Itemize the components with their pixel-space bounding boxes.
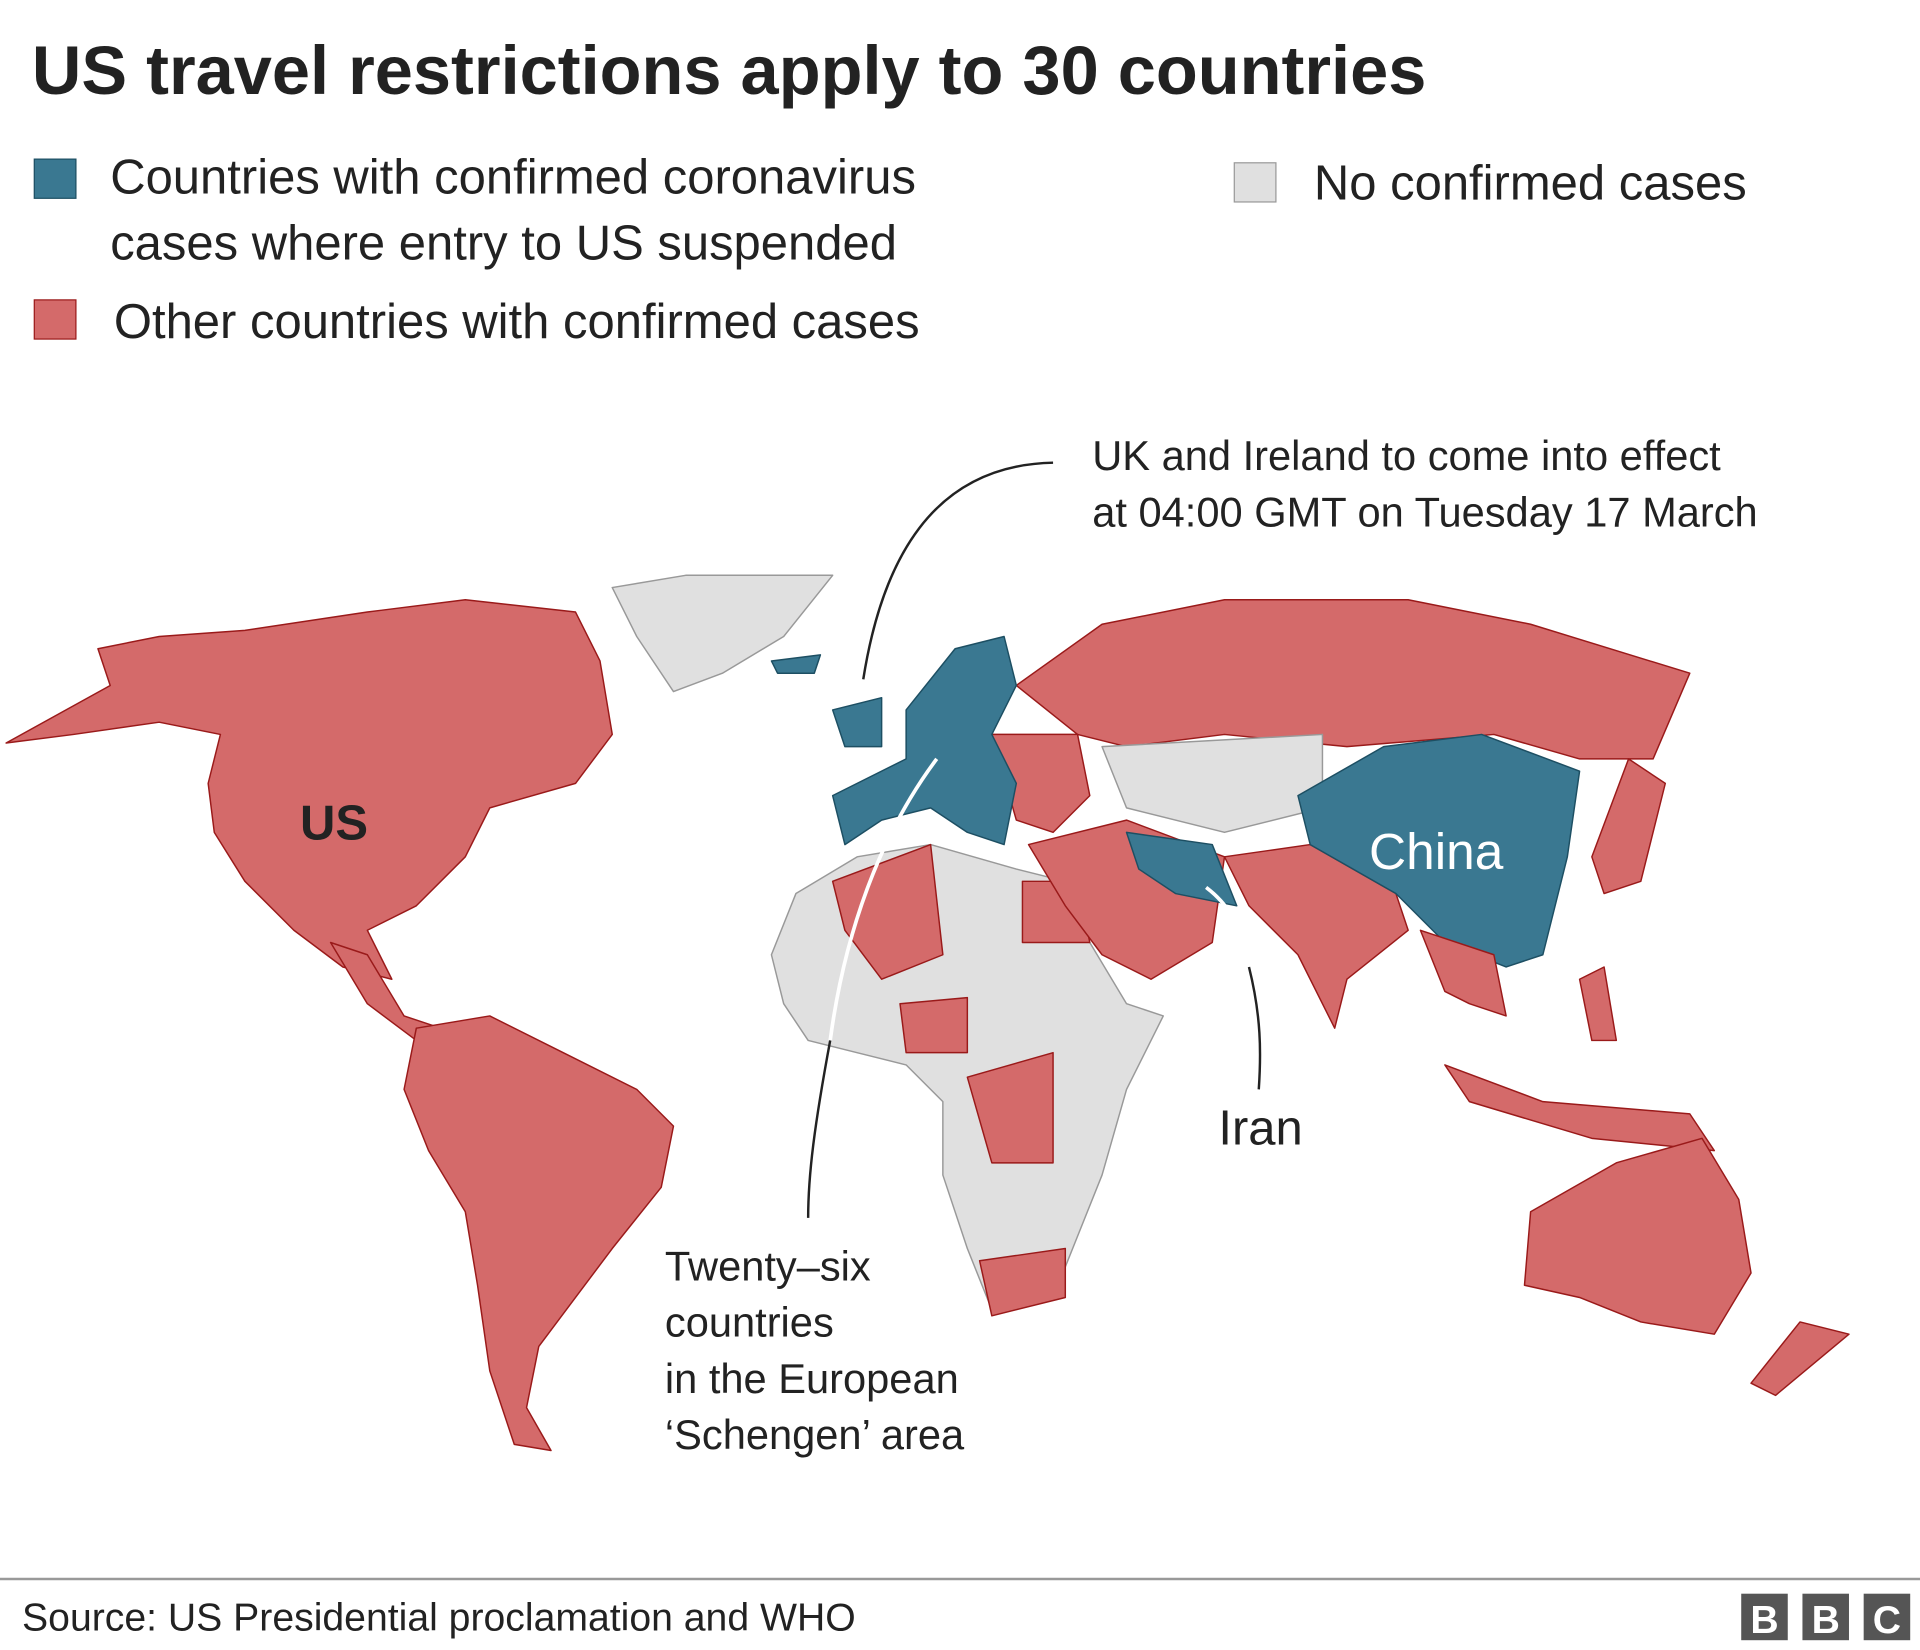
annotation: ‘Schengen’ area [665,1411,965,1458]
world-map [5,574,1850,1452]
greenland [611,574,834,693]
legend-swatch [1233,162,1277,203]
annotation: at 04:00 GMT on Tuesday 17 March [1092,488,1757,535]
australia [1523,1137,1752,1335]
leader-line [862,461,1054,680]
logo-letter: C [1873,1599,1901,1642]
annotation: in the European [665,1355,959,1402]
country-label: Iran [1218,1101,1302,1155]
annotation: countries [665,1299,834,1346]
country-label: US [300,797,368,851]
logo-block [1863,1593,1911,1641]
legend-swatch [33,299,77,340]
new-zealand [1750,1321,1850,1397]
central-asia [1101,733,1324,834]
legend-label: No confirmed cases [1314,157,1747,211]
iceland [770,654,822,674]
logo-letter: B [1750,1599,1778,1642]
uk-ireland [831,696,883,748]
southeast-asia [1419,929,1507,1017]
central-america [329,941,442,1042]
schengen-area [831,635,1018,846]
legend-swatch [33,158,77,199]
logo-block [1741,1593,1788,1641]
north-america [5,599,613,980]
japan [1591,758,1667,895]
title: US travel restrictions apply to 30 count… [32,32,1426,109]
china [1297,733,1581,968]
leader-line [828,757,939,1041]
logo-letter: B [1812,1599,1840,1642]
legend-label: Countries with confirmed coronavirus [110,150,916,204]
south-america [403,1015,675,1452]
philippines [1578,966,1618,1042]
leader-line [806,1040,832,1218]
leader-line [1247,966,1262,1090]
annotation: Twenty–six [665,1242,871,1289]
russia [1015,599,1691,760]
iran [1125,831,1238,907]
source: Source: US Presidential proclamation and… [22,1596,856,1639]
bbc-logo: B B C [1741,1593,1911,1642]
indonesia [1444,1064,1716,1152]
logo-block [1802,1593,1849,1641]
nigeria [899,996,969,1054]
algeria [831,843,944,980]
congo [966,1051,1054,1164]
south-africa [978,1247,1067,1317]
legend-label: cases where entry to US suspended [110,217,897,271]
legend-label: Other countries with confirmed cases [114,295,920,349]
annotation: UK and Ireland to come into effect [1092,432,1721,479]
leader-line [1205,885,1251,968]
country-label: China [1369,822,1504,880]
